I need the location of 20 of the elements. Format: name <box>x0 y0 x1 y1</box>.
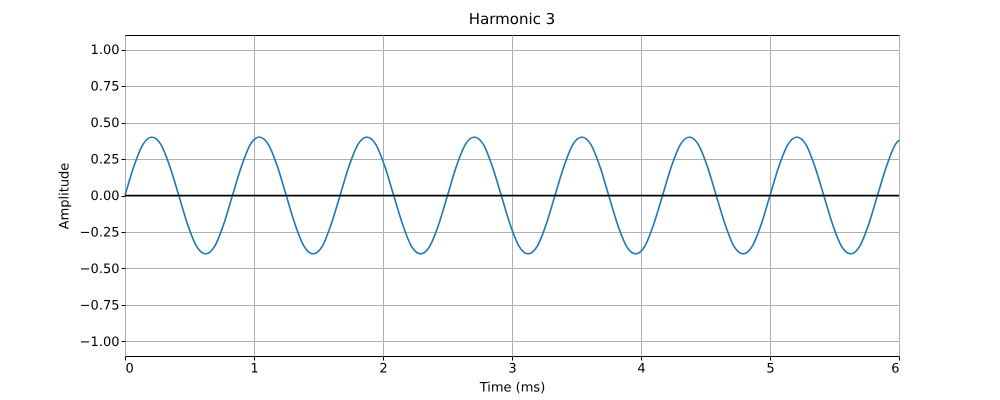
y-tick-label: 0.25 <box>90 152 120 168</box>
y-tick-label: −1.00 <box>80 334 120 350</box>
x-tick-label: 4 <box>637 362 646 376</box>
y-tick-label: 1.00 <box>90 43 120 58</box>
y-tick-label: 0.75 <box>90 80 120 95</box>
y-tick-label: −0.25 <box>80 225 120 240</box>
y-tick-label: 0.50 <box>90 116 120 132</box>
x-tick-label: 2 <box>379 362 388 376</box>
x-tick-label: 0 <box>126 362 134 376</box>
x-tick-label: 3 <box>508 362 517 376</box>
y-tick-label: 0.00 <box>90 189 120 204</box>
y-tick-label: −0.75 <box>80 298 120 314</box>
line-series <box>124 136 900 255</box>
x-axis-title: Time (ms) <box>478 380 546 396</box>
y-axis-title: Amplitude <box>58 162 73 230</box>
x-tick-label: 6 <box>891 362 900 376</box>
x-tick-label: 1 <box>250 362 259 376</box>
y-tick-label: −0.50 <box>80 262 120 277</box>
chart-title: Harmonic 3 <box>468 10 556 28</box>
x-tick-label: 5 <box>766 362 775 376</box>
